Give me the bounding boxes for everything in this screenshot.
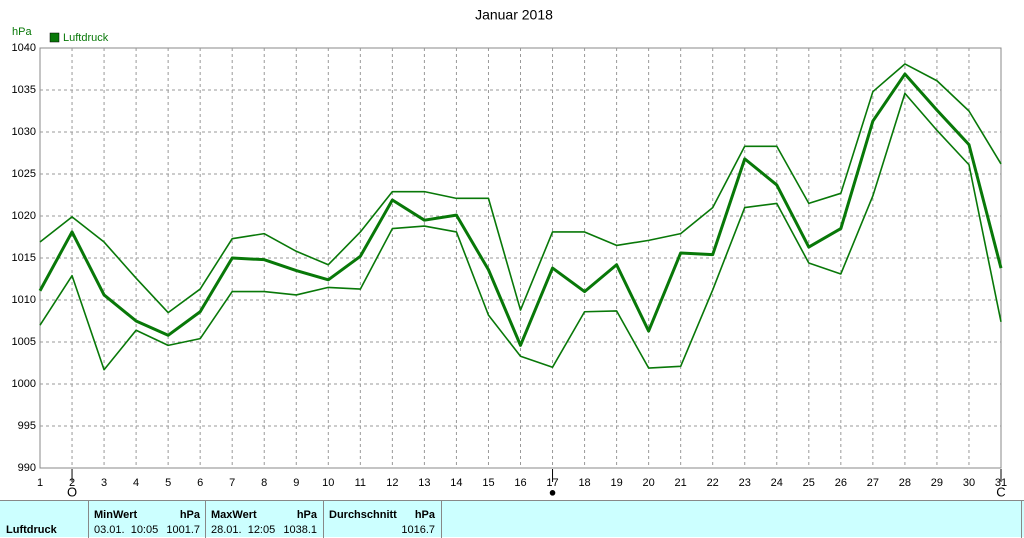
y-tick-label: 1020 <box>12 210 36 222</box>
x-tick-label: 20 <box>643 477 655 489</box>
column-unit: hPa <box>179 509 200 521</box>
moon-symbol: O <box>67 484 77 499</box>
y-tick-label: 1030 <box>12 126 36 138</box>
moon-symbol: ● <box>549 484 557 499</box>
x-tick-label: 31 <box>995 477 1007 489</box>
legend-label: Luftdruck <box>63 32 109 44</box>
x-tick-label: 16 <box>514 477 526 489</box>
x-tick-label: 12 <box>386 477 398 489</box>
legend-swatch <box>49 32 60 43</box>
x-tick-label: 23 <box>739 477 751 489</box>
x-tick-label: 15 <box>482 477 494 489</box>
x-tick-label: 29 <box>931 477 943 489</box>
x-tick-label: 28 <box>899 477 911 489</box>
chart-title: Januar 2018 <box>475 7 553 23</box>
y-tick-label: 995 <box>18 420 36 432</box>
x-tick-label: 26 <box>835 477 847 489</box>
column-time: 03.01. 10:05 <box>94 524 159 536</box>
column-border <box>205 501 206 538</box>
column-unit: hPa <box>296 509 317 521</box>
x-tick-label: 21 <box>675 477 687 489</box>
y-tick-label: 1040 <box>12 42 36 54</box>
x-tick-label: 1 <box>37 477 43 489</box>
y-tick-label: 1025 <box>12 168 36 180</box>
x-tick-label: 17 <box>546 477 558 489</box>
y-tick-label: 1000 <box>12 378 36 390</box>
y-tick-label: 1010 <box>12 294 36 306</box>
x-tick-label: 10 <box>322 477 334 489</box>
x-tick-label: 24 <box>771 477 783 489</box>
y-tick-label: 1035 <box>12 84 36 96</box>
x-tick-label: 27 <box>867 477 879 489</box>
x-tick-label: 19 <box>610 477 622 489</box>
x-tick-label: 30 <box>963 477 975 489</box>
y-tick-label: 990 <box>18 462 36 474</box>
x-tick-label: 11 <box>355 477 366 489</box>
column-time: 28.01. 12:05 <box>211 524 276 536</box>
x-tick-label: 6 <box>197 477 203 489</box>
column-unit: hPa <box>414 509 435 521</box>
series-line <box>38 72 1003 347</box>
x-tick-label: 14 <box>450 477 462 489</box>
y-axis-label: hPa <box>12 26 32 38</box>
column-header: Durchschnitt <box>329 509 397 521</box>
x-tick-label: 2 <box>69 477 75 489</box>
x-tick-label: 8 <box>261 477 267 489</box>
series-line <box>39 63 1002 314</box>
column-border <box>323 501 324 538</box>
row-label: Luftdruck <box>6 524 57 536</box>
x-tick-label: 3 <box>101 477 107 489</box>
column-header: MaxWert <box>211 509 257 521</box>
x-tick-label: 13 <box>418 477 430 489</box>
column-border <box>88 501 89 538</box>
y-tick-label: 1005 <box>12 336 36 348</box>
x-tick-label: 5 <box>165 477 171 489</box>
x-tick-label: 9 <box>293 477 299 489</box>
x-tick-label: 18 <box>578 477 590 489</box>
column-value: 1001.7 <box>166 524 200 536</box>
x-tick-label: 22 <box>707 477 719 489</box>
summary-table: Luftdruck MinWert hPa 03.01. 10:05 1001.7 Max… <box>0 500 1024 538</box>
y-tick-label: 1015 <box>12 252 36 264</box>
x-tick-label: 4 <box>133 477 139 489</box>
column-border <box>441 501 442 538</box>
x-tick-label: 7 <box>229 477 235 489</box>
column-header: MinWert <box>94 509 138 521</box>
chart: Januar 2018 hPa 990995100010051010101510… <box>12 7 1008 500</box>
column-border <box>1021 501 1022 538</box>
moon-symbol: C <box>996 484 1005 499</box>
column-value: 1016.7 <box>401 524 435 536</box>
column-value: 1038.1 <box>283 524 317 536</box>
series-line <box>39 92 1002 371</box>
x-tick-label: 25 <box>803 477 815 489</box>
